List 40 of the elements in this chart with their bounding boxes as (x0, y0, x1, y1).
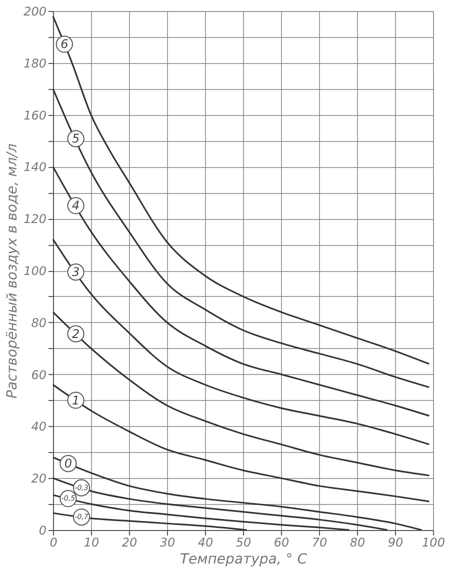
series-label: 1 (72, 393, 80, 408)
x-tick-label: 40 (198, 536, 214, 550)
y-tick-label: 100 (24, 264, 47, 278)
x-tick-label: 90 (388, 536, 404, 550)
series-label: 4 (72, 198, 80, 213)
x-tick-label: 0 (50, 536, 58, 550)
line-series (52, 166, 430, 417)
y-tick-label: 160 (24, 108, 47, 122)
line-series (52, 15, 430, 365)
y-tick-label: 20 (31, 472, 47, 486)
x-tick-label: 20 (122, 536, 138, 550)
y-tick-label: 80 (31, 316, 47, 330)
y-tick-label: 200 (24, 4, 47, 18)
line-series (52, 477, 388, 531)
line-series (52, 456, 422, 531)
series-label: 3 (72, 265, 80, 280)
x-tick-label: 50 (236, 536, 252, 550)
y-tick-label: 40 (31, 420, 47, 434)
line-series (52, 88, 430, 388)
x-tick-label: 70 (312, 536, 328, 550)
x-tick-label: 80 (350, 536, 366, 550)
series-label: 6 (60, 37, 69, 52)
x-tick-label: 100 (422, 536, 446, 550)
series-label: 2 (72, 326, 80, 341)
y-tick-label: 0 (38, 524, 47, 538)
y-axis-title: Растворённый воздух в воде, мл/л (4, 143, 21, 398)
y-tick-label: 180 (24, 56, 47, 70)
series-label: 5 (72, 132, 80, 146)
line-series (52, 238, 430, 446)
line-series (52, 384, 430, 502)
line-series (52, 311, 430, 476)
x-tick-label: 30 (160, 536, 176, 550)
y-tick-label: 120 (24, 212, 47, 226)
y-tick-label: 60 (31, 368, 47, 382)
line-series (52, 494, 350, 531)
y-tick-label: 140 (24, 160, 47, 174)
series-label: 0 (64, 456, 72, 471)
x-tick-label: 60 (274, 536, 290, 550)
x-axis-title: Температура, ° С (180, 552, 308, 568)
x-tick-label: 10 (84, 536, 100, 550)
